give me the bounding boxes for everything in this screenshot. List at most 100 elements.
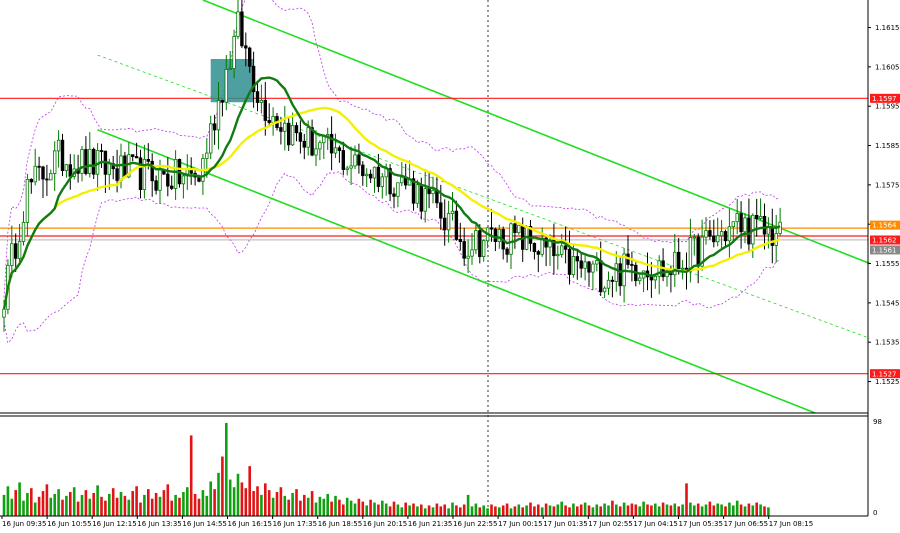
candle-body [755, 214, 759, 220]
candle-body [692, 236, 696, 239]
volume-bar [420, 504, 423, 516]
candle-body [583, 261, 587, 269]
volume-bar [22, 500, 25, 516]
candle-body [92, 148, 96, 175]
volume-bar [681, 504, 684, 516]
candle [236, 0, 240, 40]
candle [29, 178, 33, 194]
volume-bar [53, 493, 56, 516]
candle-body [2, 308, 6, 318]
candle [673, 234, 677, 287]
candle-body [481, 240, 486, 257]
candle [84, 136, 88, 176]
candle [138, 149, 143, 199]
candle-body [747, 217, 751, 245]
volume-bar [381, 500, 384, 516]
candle [60, 133, 65, 177]
candle-body [244, 45, 248, 49]
candle-body [25, 178, 30, 223]
candle-body [532, 242, 537, 253]
volume-bar [490, 504, 493, 516]
candle-body [400, 176, 404, 184]
candle-body [649, 276, 654, 281]
candle-body [251, 65, 256, 93]
volume-bar [626, 505, 630, 516]
price-tick-label: 1.1575 [875, 181, 900, 189]
volume-bar [462, 504, 466, 516]
candle-body [166, 173, 170, 187]
candle [450, 191, 455, 221]
candle-body [271, 116, 275, 123]
candle-body [462, 241, 466, 259]
volume-bar [2, 494, 6, 516]
candle-body [290, 125, 295, 146]
candle [712, 219, 716, 248]
candle [41, 165, 45, 199]
candle-body [513, 223, 517, 234]
volume-bar [264, 483, 267, 516]
volume-bar [423, 508, 427, 516]
price-tag-box [870, 93, 900, 103]
candle [286, 117, 291, 151]
volume-bar [345, 497, 349, 516]
price-tick-label: 1.1555 [875, 260, 900, 268]
candle-body [579, 260, 583, 269]
volume-bar [361, 501, 365, 516]
volume-bar [170, 500, 173, 516]
candle [587, 260, 591, 287]
volume-bar [634, 504, 638, 516]
volume-bar [716, 503, 719, 516]
candle-body [53, 150, 57, 174]
volume-bar [6, 486, 10, 516]
candle-body [208, 123, 213, 154]
candle [602, 286, 607, 298]
volume-bar [630, 503, 634, 516]
candle-body [361, 164, 365, 177]
candle-body [45, 178, 49, 181]
candle [735, 198, 739, 235]
volume-bar [459, 507, 462, 516]
candle-body [446, 213, 451, 231]
candle-body [21, 221, 26, 242]
volume-bar [435, 503, 439, 516]
volume-min-label: 0 [873, 509, 877, 517]
volume-bar [451, 502, 454, 516]
volume-bar [111, 488, 115, 516]
price-tag-label: 1.1562 [872, 237, 897, 245]
candle-body [220, 100, 225, 103]
volume-bar [357, 498, 361, 516]
volume-bar [326, 493, 329, 516]
volume-bar [412, 503, 415, 516]
candle [244, 32, 248, 67]
candle [583, 255, 587, 281]
volume-bar [260, 494, 263, 516]
candle-body [263, 99, 267, 121]
candle-body [267, 120, 271, 123]
volume-bar [661, 502, 665, 516]
candle [431, 176, 435, 204]
volume-bar [228, 479, 232, 516]
candle-body [411, 178, 416, 204]
candle-body [224, 69, 228, 103]
candle [329, 116, 334, 171]
volume-bar [552, 506, 556, 516]
candle [13, 233, 18, 273]
candle [290, 112, 295, 146]
candle-body [696, 236, 700, 267]
candle-body [138, 157, 143, 190]
volume-bar [482, 505, 485, 516]
candle [478, 224, 482, 264]
candle [80, 146, 84, 182]
volume-bar [466, 494, 470, 516]
candle [630, 251, 634, 282]
time-tick-label: 17 Jun 01:35 [543, 520, 587, 528]
candle [267, 103, 271, 126]
time-tick-label: 17 Jun 02:55 [588, 520, 632, 528]
candle [205, 138, 209, 178]
candle-body [723, 231, 728, 242]
volume-bar [400, 507, 404, 516]
candle [575, 250, 579, 280]
volume-bar [131, 491, 134, 516]
volume-bar [759, 504, 762, 516]
candle-body [727, 226, 732, 242]
